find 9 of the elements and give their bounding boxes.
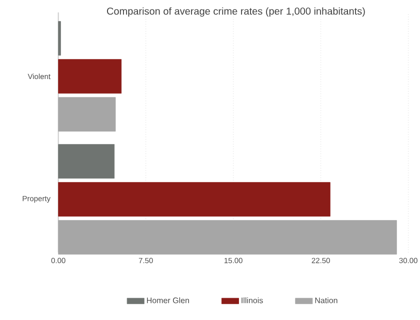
bar xyxy=(58,97,116,132)
bar xyxy=(58,21,61,56)
chart-title: Comparison of average crime rates (per 1,000 inhabitants) xyxy=(107,7,365,17)
legend-label: Illinois xyxy=(242,297,263,304)
bar xyxy=(58,182,330,217)
bar xyxy=(58,144,115,179)
legend-label: Nation xyxy=(315,297,338,304)
legend-label: Homer Glen xyxy=(147,297,189,304)
bar xyxy=(58,59,122,94)
